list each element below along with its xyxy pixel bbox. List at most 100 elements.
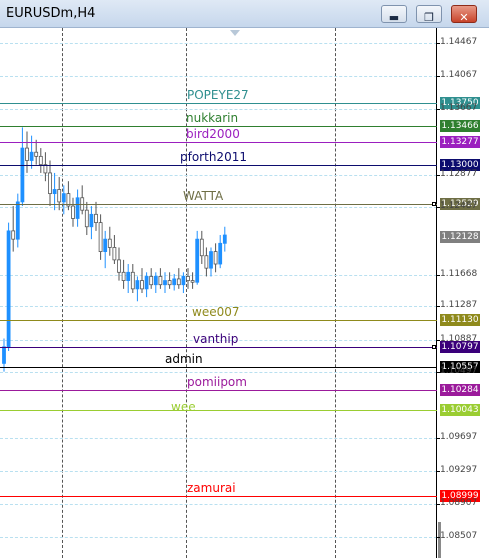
candle-body [190, 280, 195, 283]
candle-body [222, 234, 227, 244]
axis-tick-label: 1.12877 [440, 168, 478, 179]
line-handle-icon[interactable] [432, 345, 436, 350]
axis-tick-label: 1.12487 [440, 201, 478, 212]
horizontal-line-nukkarin[interactable] [0, 126, 437, 128]
candle-body [117, 259, 121, 273]
axis-tick-mark [437, 274, 440, 276]
candle-body [204, 255, 209, 269]
chart-plot-area[interactable] [0, 28, 437, 558]
line-label: pomiipom [187, 374, 247, 389]
grid-horizontal [0, 207, 437, 209]
axis-tick-label: 1.09697 [440, 432, 478, 443]
grid-horizontal [0, 536, 437, 538]
axis-tick-mark [437, 438, 440, 440]
candle-body [107, 238, 112, 248]
line-label: vanthip [193, 332, 239, 347]
horizontal-line-watta[interactable] [0, 203, 437, 205]
candle-body [43, 164, 48, 174]
candle-body [98, 222, 103, 252]
axis-tick-label: 1.14067 [440, 70, 478, 81]
axis-tick-label: 1.08907 [440, 497, 478, 508]
candle-body [163, 280, 167, 286]
line-handle-icon[interactable] [432, 201, 436, 206]
restore-icon: ❐ [424, 11, 434, 24]
candle-body [121, 271, 126, 281]
horizontal-line-pomiipom[interactable] [0, 389, 437, 391]
grid-horizontal [0, 471, 437, 473]
axis-tick-label: 1.13667 [440, 103, 478, 114]
horizontal-line-zamurai[interactable] [0, 495, 437, 497]
price-box: 1.10557 [440, 360, 480, 373]
candle-body [25, 147, 29, 161]
candle-body [176, 278, 181, 286]
horizontal-line-vanthip[interactable] [0, 347, 437, 349]
line-label: zamurai [187, 480, 236, 495]
candle-body [6, 230, 11, 348]
horizontal-line-pforth2011[interactable] [0, 164, 437, 166]
candle-body [103, 238, 108, 252]
grid-horizontal [0, 503, 437, 505]
candle-body [195, 238, 200, 283]
grid-vertical [186, 28, 187, 558]
candle-body [209, 251, 213, 269]
price-box: 1.10284 [440, 383, 480, 396]
candle-body [66, 193, 71, 207]
axis-scroll-thumb[interactable] [438, 522, 441, 558]
axis-tick-mark [437, 306, 440, 308]
close-button[interactable]: ✕ [451, 5, 477, 24]
window-titlebar: EURUSDm,H4 ▬ ❐ ✕ [0, 0, 489, 28]
horizontal-line-popeye27[interactable] [0, 102, 437, 104]
candlestick-series [2, 127, 227, 372]
candle-body [52, 189, 57, 195]
line-label: WATTA [183, 188, 224, 203]
price-box: 1.08999 [440, 489, 480, 502]
grid-horizontal [0, 109, 437, 111]
candle-body [140, 280, 144, 290]
horizontal-line-admin[interactable] [0, 366, 437, 368]
horizontal-line-bird2000[interactable] [0, 141, 437, 143]
candle-body [48, 172, 52, 195]
candle-body [172, 278, 177, 286]
axis-tick-mark [437, 371, 440, 373]
axis-tick-mark [437, 339, 440, 341]
axis-tick-mark [437, 43, 440, 45]
candle-body [2, 346, 6, 364]
grid-horizontal [0, 371, 437, 373]
restore-button[interactable]: ❐ [416, 5, 442, 24]
grid-vertical [335, 28, 336, 558]
candle-body [135, 280, 140, 290]
price-box: 1.10797 [440, 341, 480, 354]
minimize-button[interactable]: ▬ [381, 5, 407, 24]
candle-body [11, 230, 16, 240]
axis-tick-mark [437, 109, 440, 111]
candle-body [181, 276, 186, 286]
grid-horizontal [0, 43, 437, 45]
price-axis[interactable] [437, 28, 489, 558]
shift-marker-icon[interactable] [230, 30, 240, 36]
axis-separator [436, 28, 437, 558]
candle-body [57, 189, 62, 203]
candle-body [158, 276, 163, 286]
horizontal-line-wee[interactable] [0, 409, 437, 411]
axis-tick-label: 1.11668 [440, 268, 478, 279]
price-box: 1.13000 [440, 158, 480, 171]
price-box: 1.13750 [440, 96, 480, 109]
close-icon: ✕ [459, 11, 469, 24]
axis-tick-label: 1.09297 [440, 465, 478, 476]
grid-horizontal [0, 274, 437, 276]
axis-tick-mark [437, 536, 440, 538]
candle-body [167, 280, 172, 286]
price-box: 1.12128 [440, 230, 480, 243]
axis-tick-mark [437, 174, 440, 176]
candle-body [29, 151, 34, 161]
grid-horizontal [0, 438, 437, 440]
candle-body [153, 276, 158, 286]
grid-horizontal [0, 339, 437, 341]
candle-body [34, 151, 39, 157]
line-label: POPEYE27 [187, 87, 249, 102]
candle-body [15, 201, 20, 240]
horizontal-line-wee007[interactable] [0, 319, 437, 321]
candle-body [130, 271, 135, 290]
price-box: 1.11130 [440, 313, 480, 326]
candle-body [112, 247, 117, 261]
